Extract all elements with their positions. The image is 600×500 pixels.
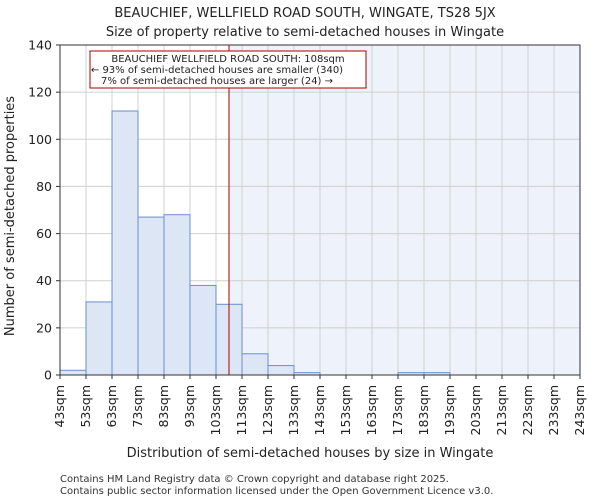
x-tick-label: 103sqm	[208, 385, 223, 435]
x-tick-label: 203sqm	[468, 385, 483, 435]
y-axis-label: Number of semi-detached properties	[3, 96, 18, 336]
annotation-box: BEAUCHIEF WELLFIELD ROAD SOUTH: 108sqm ←…	[89, 50, 367, 89]
bar-43sqm	[59, 369, 87, 376]
bar-63sqm	[111, 110, 139, 376]
larger-region-shade	[229, 45, 580, 375]
x-tick-label: 73sqm	[130, 385, 145, 428]
bar-113sqm	[241, 353, 269, 376]
x-tick-label: 63sqm	[104, 385, 119, 428]
x-tick-label: 123sqm	[260, 385, 275, 435]
y-tick-label: 0	[44, 368, 52, 383]
y-tick-label: 60	[36, 226, 52, 241]
bar-73sqm	[137, 216, 165, 376]
x-tick-label: 223sqm	[520, 385, 535, 435]
x-tick-label: 133sqm	[286, 385, 301, 435]
bar-53sqm	[85, 301, 113, 376]
x-tick-label: 233sqm	[546, 385, 561, 435]
bar-83sqm	[163, 214, 191, 376]
bar-93sqm	[189, 284, 217, 376]
footer-line2: Contains public sector information licen…	[60, 486, 493, 497]
y-tick-label: 40	[36, 273, 52, 288]
x-tick-label: 153sqm	[338, 385, 353, 435]
x-tick-label: 113sqm	[234, 385, 249, 435]
y-tick-label: 100	[28, 132, 52, 147]
y-tick-label: 120	[28, 85, 52, 100]
x-tick-label: 243sqm	[572, 385, 587, 435]
footer-line1: Contains HM Land Registry data © Crown c…	[60, 474, 449, 485]
x-tick-label: 83sqm	[156, 385, 171, 428]
x-tick-label: 93sqm	[182, 385, 197, 428]
x-tick-label: 173sqm	[390, 385, 405, 435]
x-tick-label: 213sqm	[494, 385, 509, 435]
x-tick-label: 163sqm	[364, 385, 379, 435]
x-tick-label: 183sqm	[416, 385, 431, 435]
chart-title-line1: BEAUCHIEF, WELLFIELD ROAD SOUTH, WINGATE…	[114, 6, 495, 21]
x-tick-label: 53sqm	[78, 385, 93, 428]
y-tick-label: 80	[36, 179, 52, 194]
x-tick-label: 193sqm	[442, 385, 457, 435]
y-tick-labels: 0 20 40 60 80 100 120 140	[28, 38, 60, 383]
y-tick-label: 20	[36, 320, 52, 335]
x-tick-label: 143sqm	[312, 385, 327, 435]
x-axis-label: Distribution of semi-detached houses by …	[127, 446, 494, 461]
annotation-line1: BEAUCHIEF WELLFIELD ROAD SOUTH: 108sqm	[111, 54, 344, 65]
y-tick-label: 140	[28, 38, 52, 53]
bar-123sqm	[267, 365, 295, 376]
annotation-line3: 7% of semi-detached houses are larger (2…	[101, 76, 333, 87]
annotation-line2: ← 93% of semi-detached houses are smalle…	[91, 65, 343, 76]
chart-title-line2: Size of property relative to semi-detach…	[106, 25, 504, 40]
x-tick-labels: 43sqm 53sqm 63sqm 73sqm 83sqm 93sqm 103sqm 113s…	[52, 375, 587, 435]
x-tick-label: 43sqm	[52, 385, 67, 428]
